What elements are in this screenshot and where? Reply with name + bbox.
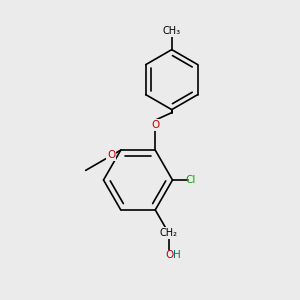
Text: O: O [165, 250, 173, 260]
Text: O: O [107, 150, 116, 161]
Text: CH₂: CH₂ [160, 228, 178, 238]
Text: O: O [151, 120, 159, 130]
Text: H: H [173, 250, 181, 260]
Text: CH₃: CH₃ [163, 26, 181, 36]
Text: Cl: Cl [185, 175, 196, 185]
